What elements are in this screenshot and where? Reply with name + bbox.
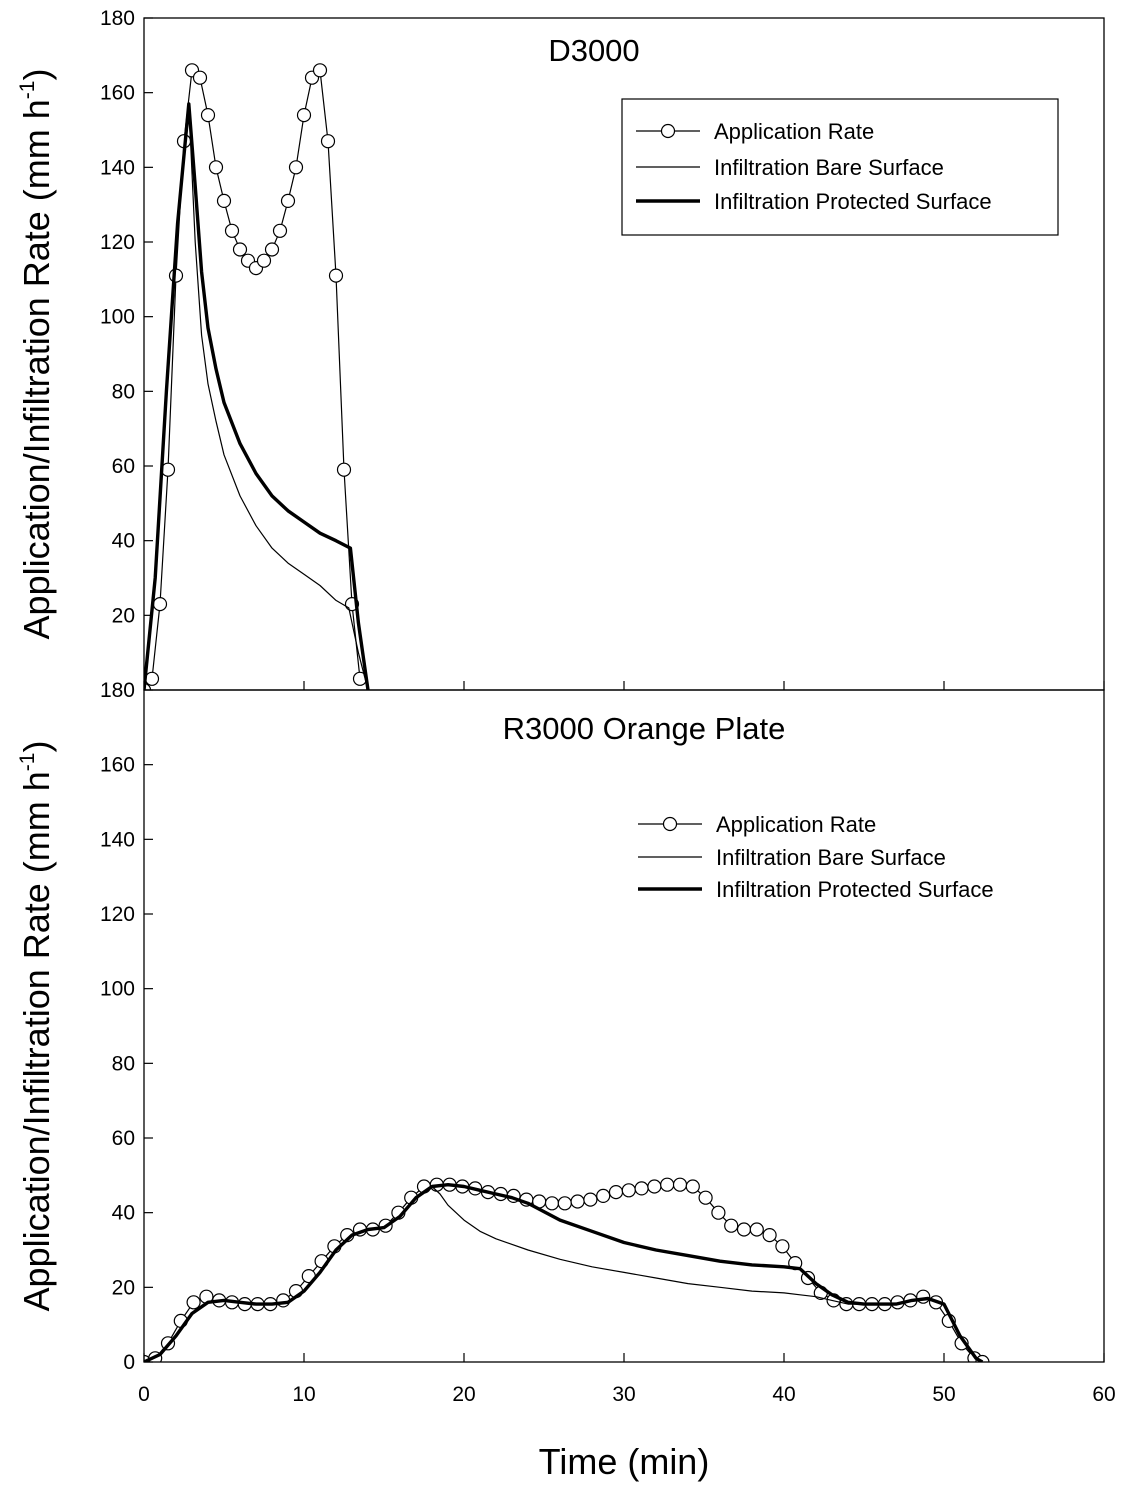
data-point-application-rate-bottom <box>608 1184 624 1200</box>
x-tick-label: 60 <box>1092 1383 1115 1406</box>
y-tick-label-bottom: 160 <box>100 754 135 777</box>
x-tick-label: 0 <box>138 1383 150 1406</box>
y-axis-title-top: Application/Infiltration Rate (mm h-1) <box>16 69 57 640</box>
legend-label-protected-surface-top: Infiltration Protected Surface <box>714 189 992 214</box>
y-axis-title-close-bottom: ) <box>16 741 57 753</box>
data-point-application-rate-bottom <box>736 1222 752 1237</box>
data-point-application-rate-top <box>200 107 216 123</box>
data-point-application-rate-top <box>296 107 312 123</box>
data-point-application-rate-bottom <box>583 1192 598 1207</box>
legend-bottom: Application Rate Infiltration Bare Surfa… <box>622 795 1058 931</box>
y-tick-label-top: 160 <box>100 82 135 105</box>
y-axis-title-sup-bottom: -1 <box>16 753 39 772</box>
x-tick-label: 10 <box>292 1383 315 1406</box>
plot-area-bottom <box>144 1177 990 1362</box>
y-axis-title-sup-top: -1 <box>16 81 39 100</box>
panel-title-bottom: R3000 Orange Plate <box>503 711 786 746</box>
data-point-application-rate-top <box>256 253 272 268</box>
ticks-bottom: 0 20 40 60 80 100 120 140 160 180 0 10 20 30 40 50 60 <box>100 679 1116 1406</box>
data-point-application-rate-top <box>144 671 160 686</box>
legend-marker-application-rate-bottom <box>662 816 678 832</box>
y-tick-label-top: 40 <box>112 530 135 553</box>
data-point-application-rate-bottom <box>660 1177 675 1192</box>
panel-r3000-orange-plate: 0 20 40 60 80 100 120 140 160 180 0 10 20 30 40 50 60 R3… <box>16 679 1116 1406</box>
x-tick-label: 30 <box>612 1383 635 1406</box>
data-point-application-rate-top <box>280 193 296 208</box>
data-point-application-rate-bottom <box>749 1222 764 1237</box>
y-tick-label-bottom: 140 <box>100 828 135 851</box>
data-point-application-rate-top <box>232 242 248 257</box>
y-axis-title-close-top: ) <box>16 69 57 81</box>
data-point-application-rate-top <box>152 596 168 612</box>
data-point-application-rate-top <box>208 160 224 175</box>
legend-box-bottom <box>622 795 1058 931</box>
y-tick-label-top: 80 <box>112 380 135 403</box>
y-tick-label-bottom: 20 <box>112 1276 135 1299</box>
y-tick-label-bottom: 0 <box>123 1351 135 1374</box>
data-point-application-rate-bottom <box>634 1181 649 1196</box>
y-tick-label-bottom: 100 <box>100 978 135 1001</box>
panel-d3000: 20 40 60 80 100 120 140 160 180 D3000 Applicatio… <box>16 7 1105 691</box>
y-tick-label-top: 120 <box>100 231 135 254</box>
data-point-application-rate-bottom <box>698 1190 713 1205</box>
data-point-application-rate-bottom <box>557 1196 572 1211</box>
data-point-application-rate-top <box>312 63 328 78</box>
y-axis-title-text-top: Application/Infiltration Rate (mm h <box>16 99 57 639</box>
legend-label-bare-surface-top: Infiltration Bare Surface <box>714 155 944 180</box>
data-point-application-rate-top <box>264 242 280 257</box>
data-point-application-rate-bottom <box>647 1179 662 1194</box>
data-point-application-rate-top <box>224 223 240 238</box>
series-line-infiltration-protected-surface-top <box>144 102 370 690</box>
legend-marker-application-rate-top <box>660 123 676 139</box>
data-point-application-rate-bottom <box>775 1239 790 1254</box>
y-tick-label-top: 20 <box>112 604 135 627</box>
legend-label-application-rate-top: Application Rate <box>714 119 874 144</box>
data-point-application-rate-top <box>320 134 336 149</box>
y-tick-label-bottom: 60 <box>112 1127 135 1150</box>
y-tick-label-top: 180 <box>100 7 135 30</box>
data-point-application-rate-bottom <box>186 1295 201 1310</box>
data-point-application-rate-top <box>192 70 208 85</box>
data-point-application-rate-bottom <box>711 1205 726 1220</box>
data-point-application-rate-bottom <box>570 1194 585 1209</box>
ticks-top: 20 40 60 80 100 120 140 160 180 <box>100 7 1105 690</box>
data-point-application-rate-bottom <box>685 1179 700 1194</box>
y-tick-label-bottom: 40 <box>112 1202 135 1225</box>
data-point-application-rate-bottom <box>762 1227 777 1243</box>
y-tick-label-bottom: 120 <box>100 903 135 926</box>
data-point-application-rate-top <box>328 268 344 283</box>
data-point-application-rate-bottom <box>596 1188 611 1204</box>
panel-title-top: D3000 <box>548 33 639 68</box>
data-point-application-rate-top <box>216 193 232 208</box>
series-line-infiltration-protected-surface-bottom <box>144 1182 984 1362</box>
y-tick-label-bottom: 80 <box>112 1052 135 1075</box>
data-point-application-rate-bottom <box>672 1177 688 1192</box>
x-axis-title: Time (min) <box>539 1441 710 1482</box>
data-point-application-rate-top <box>288 160 304 175</box>
legend-top: Application Rate Infiltration Bare Surfa… <box>621 98 1059 236</box>
x-tick-label: 50 <box>932 1383 955 1406</box>
y-tick-label-top: 100 <box>100 306 135 329</box>
legend-label-application-rate-bottom: Application Rate <box>716 812 876 837</box>
x-tick-label: 20 <box>452 1383 475 1406</box>
y-tick-label-bottom: 180 <box>100 679 135 702</box>
x-tick-label: 40 <box>772 1383 795 1406</box>
data-point-application-rate-bottom <box>544 1196 560 1211</box>
data-point-application-rate-bottom <box>621 1183 636 1198</box>
y-tick-label-top: 140 <box>100 156 135 179</box>
data-point-application-rate-bottom <box>724 1218 739 1233</box>
data-point-application-rate-top <box>272 223 288 238</box>
plot-area-top <box>144 63 370 690</box>
y-axis-title-text-bottom: Application/Infiltration Rate (mm h <box>16 771 57 1311</box>
y-axis-title-bottom: Application/Infiltration Rate (mm h-1) <box>16 741 57 1312</box>
legend-label-protected-surface-bottom: Infiltration Protected Surface <box>716 877 994 902</box>
legend-label-bare-surface-bottom: Infiltration Bare Surface <box>716 845 946 870</box>
data-point-application-rate-top <box>336 462 352 477</box>
y-tick-label-top: 60 <box>112 455 135 478</box>
